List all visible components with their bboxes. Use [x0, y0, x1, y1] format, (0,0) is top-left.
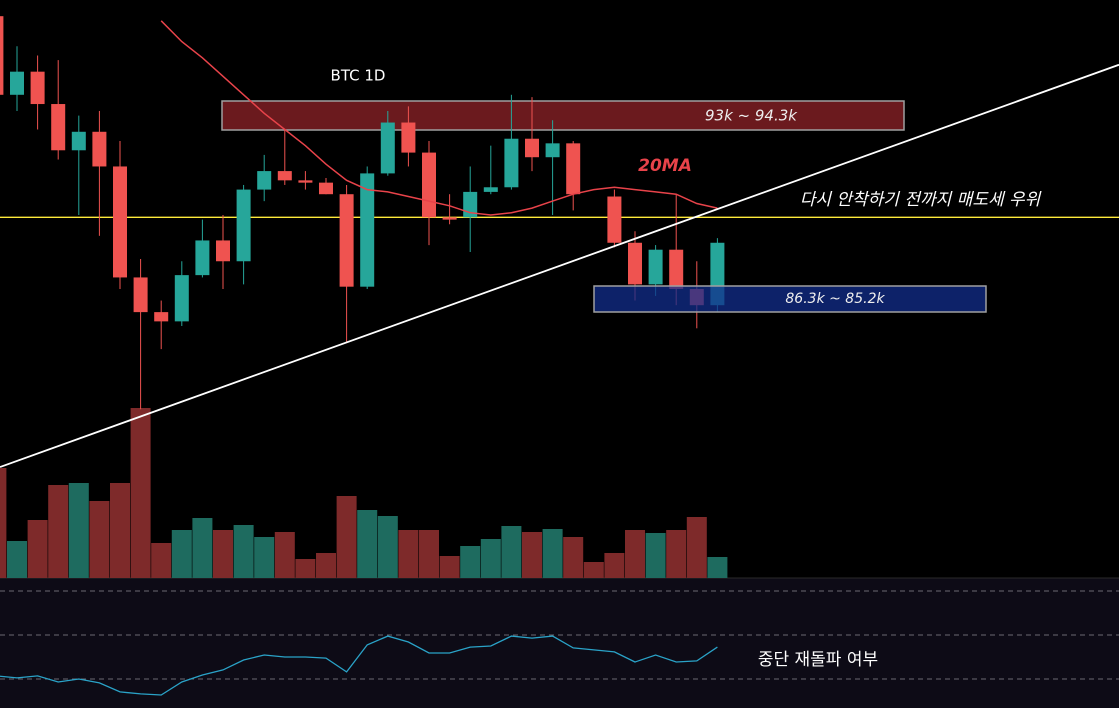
indicator-pane	[0, 578, 1119, 708]
volume-bar	[336, 496, 357, 578]
volume-bar	[274, 532, 295, 578]
volume-bar	[707, 557, 728, 578]
zone-label: 93k ~ 94.3k	[705, 107, 798, 125]
volume-bar	[295, 559, 316, 578]
volume-bar	[522, 532, 542, 578]
volume-bar	[645, 533, 666, 578]
candle-body	[339, 194, 354, 287]
volume-bar	[110, 483, 130, 578]
candle-body	[483, 187, 498, 192]
chart-title: BTC 1D	[331, 67, 386, 85]
candle-body	[360, 173, 375, 287]
candle-body	[298, 180, 313, 183]
volume-bar	[0, 468, 7, 578]
volume-bar	[542, 529, 563, 578]
volume-bar	[316, 553, 336, 578]
volume-bar	[7, 541, 27, 578]
candle-body	[566, 143, 581, 195]
candle-body	[30, 71, 45, 105]
volume-bar	[583, 562, 604, 578]
candle-body	[195, 240, 210, 276]
candle-body	[10, 71, 24, 95]
volume-bar	[563, 537, 584, 578]
volume-bar	[377, 516, 398, 578]
volume-bar	[686, 517, 707, 578]
volume-bar	[68, 483, 89, 578]
volume-bar	[254, 537, 275, 578]
volume-bar	[171, 530, 192, 578]
volume-bar	[625, 530, 645, 578]
candle-body	[0, 16, 4, 95]
candle-body	[174, 275, 189, 322]
support-zone	[593, 285, 987, 313]
candle-body	[257, 171, 272, 190]
candle-body	[422, 152, 436, 218]
candle-body	[607, 196, 622, 243]
candle-body	[669, 249, 684, 289]
candle-body	[71, 131, 86, 151]
volume-bar	[480, 539, 501, 578]
volume-bar	[357, 510, 378, 578]
volume-bar	[130, 408, 151, 578]
volume-bar	[89, 501, 110, 578]
zone-label: 86.3k ~ 85.2k	[785, 291, 885, 307]
candle-body	[133, 277, 148, 313]
candle-body	[113, 166, 127, 278]
rsi-line	[0, 635, 718, 696]
candle-body	[236, 189, 251, 262]
volume-bar	[233, 525, 254, 578]
candle-body	[545, 143, 560, 158]
ma-line	[160, 20, 718, 216]
volume-bar	[27, 520, 48, 578]
candle-body	[51, 104, 66, 151]
annotation: 다시 안착하기 전까지 매도세 우위	[800, 190, 1042, 210]
volume-bar	[419, 530, 439, 578]
resistance-zone	[221, 100, 905, 131]
candle-body	[380, 122, 395, 174]
candle-body	[525, 138, 539, 158]
volume-bar	[151, 543, 172, 578]
candle-body	[648, 249, 663, 285]
candle-body	[628, 242, 642, 285]
candle-body	[442, 217, 457, 220]
candle-body	[277, 171, 292, 181]
volume-bar	[213, 530, 233, 578]
candle-body	[216, 240, 230, 262]
candle-body	[401, 122, 416, 153]
volume-bar	[604, 553, 625, 578]
ma-label: 20MA	[638, 156, 692, 176]
candle-body	[504, 138, 519, 188]
candle-body	[92, 131, 107, 167]
volume-bar	[48, 485, 69, 578]
volume-bar	[501, 526, 522, 578]
candle-body	[319, 182, 333, 195]
volume-bar	[460, 546, 481, 578]
volume-bar	[192, 518, 213, 578]
trend-line	[0, 63, 1119, 468]
annotation: 중단 재돌파 여부	[758, 650, 878, 670]
volume-bar	[439, 556, 460, 578]
volume-bar	[398, 530, 419, 578]
volume-bar	[666, 530, 687, 578]
candle-body	[154, 312, 169, 322]
